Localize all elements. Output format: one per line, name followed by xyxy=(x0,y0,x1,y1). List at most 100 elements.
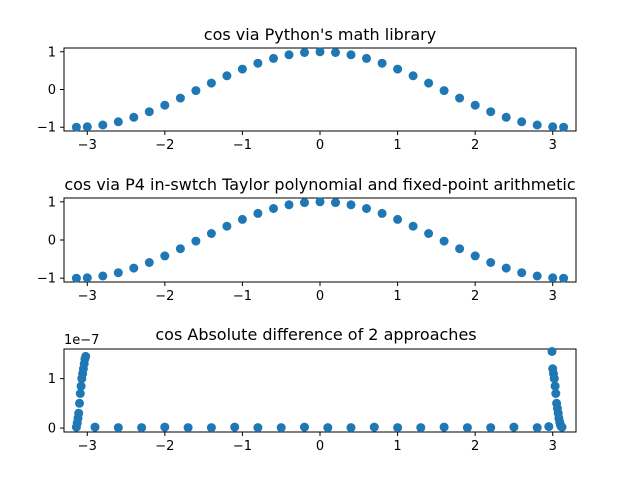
data-point xyxy=(253,423,263,433)
x-tick-label: 3 xyxy=(549,289,557,304)
x-tick-label: −2 xyxy=(155,138,174,153)
x-tick-label: −3 xyxy=(78,289,97,304)
data-point xyxy=(74,408,84,418)
data-point xyxy=(113,268,123,278)
data-point xyxy=(98,271,108,281)
data-point xyxy=(82,122,92,132)
data-point xyxy=(81,351,91,361)
x-tick-label: 1 xyxy=(393,439,401,454)
data-point xyxy=(532,271,542,281)
y-tick-label: −1 xyxy=(37,121,56,136)
data-point xyxy=(377,208,387,218)
data-point xyxy=(300,198,309,208)
subplot-3-xticks: −3 −2 −1 0 1 2 3 xyxy=(78,432,557,454)
data-point xyxy=(424,78,434,88)
data-point xyxy=(331,198,340,208)
data-point xyxy=(82,273,92,283)
data-point xyxy=(439,422,449,432)
data-point xyxy=(113,117,123,127)
x-tick-label: −3 xyxy=(78,439,97,454)
data-point xyxy=(501,112,511,122)
data-point xyxy=(300,422,309,432)
data-point xyxy=(408,221,418,231)
data-point xyxy=(160,100,170,110)
data-point xyxy=(144,258,154,267)
data-point xyxy=(408,71,418,81)
data-point xyxy=(253,208,263,218)
data-point xyxy=(548,273,558,283)
data-point xyxy=(144,107,154,117)
data-point xyxy=(160,251,170,261)
x-tick-label: 2 xyxy=(471,439,479,454)
data-point xyxy=(300,48,309,57)
data-point xyxy=(549,374,559,384)
data-point xyxy=(424,229,434,238)
x-tick-label: −1 xyxy=(233,289,252,304)
data-point xyxy=(284,200,294,210)
y-tick-label: 0 xyxy=(48,234,56,249)
data-point xyxy=(557,422,567,432)
subplot-3-offset-label: 1e−7 xyxy=(64,333,99,348)
y-tick-label: 1 xyxy=(48,195,56,210)
x-tick-label: 2 xyxy=(471,289,479,304)
data-point xyxy=(113,423,123,433)
data-point xyxy=(455,93,465,103)
subplot-2-title: cos via P4 in-swtch Taylor polynomial an… xyxy=(64,175,575,194)
data-point xyxy=(377,58,387,68)
data-point xyxy=(315,47,325,57)
data-point xyxy=(548,122,558,132)
data-point xyxy=(346,200,356,210)
x-tick-label: −2 xyxy=(155,439,174,454)
data-point xyxy=(369,422,379,432)
x-tick-label: 2 xyxy=(471,138,479,153)
data-point xyxy=(284,50,294,60)
data-point xyxy=(222,221,232,231)
subplot-1-title: cos via Python's math library xyxy=(204,25,436,44)
subplot-1-frame xyxy=(63,47,577,132)
data-point xyxy=(160,422,170,432)
data-point xyxy=(191,86,201,96)
data-point xyxy=(362,204,371,213)
data-point xyxy=(269,53,278,63)
data-point xyxy=(237,64,247,74)
y-tick-label: 1 xyxy=(48,45,56,60)
data-point xyxy=(455,244,465,254)
data-point xyxy=(230,422,240,432)
data-point xyxy=(486,258,496,267)
subplot-3: cos Absolute difference of 2 approaches … xyxy=(48,325,577,454)
data-point xyxy=(76,381,86,391)
subplot-2-xticks: −3 −2 −1 0 1 2 3 xyxy=(78,282,557,304)
data-point xyxy=(393,64,403,74)
data-point xyxy=(237,214,247,224)
data-point xyxy=(175,93,185,103)
data-point xyxy=(362,53,371,63)
data-point xyxy=(416,423,426,433)
x-tick-label: −3 xyxy=(78,138,97,153)
subplot-1-xticks: −3 −2 −1 0 1 2 3 xyxy=(78,131,557,153)
data-point xyxy=(71,273,81,283)
data-point xyxy=(551,389,561,398)
x-tick-label: −1 xyxy=(233,138,252,153)
data-point xyxy=(206,78,216,88)
data-point xyxy=(183,423,193,433)
x-tick-label: −2 xyxy=(155,289,174,304)
data-point xyxy=(137,423,147,433)
data-point xyxy=(532,423,542,433)
data-point xyxy=(191,236,201,246)
subplot-1: cos via Python's math library −3 −2 −1 0 1 2 3… xyxy=(37,25,577,153)
data-point xyxy=(393,214,403,224)
data-point xyxy=(544,422,554,432)
x-tick-label: −1 xyxy=(233,439,252,454)
x-tick-label: 0 xyxy=(316,289,324,304)
subplot-2-frame xyxy=(63,197,577,283)
x-tick-label: 1 xyxy=(393,138,401,153)
data-point xyxy=(175,244,185,254)
data-point xyxy=(346,50,356,60)
data-point xyxy=(486,423,496,433)
subplot-1-points xyxy=(71,47,569,132)
subplot-3-points xyxy=(71,347,567,433)
data-point xyxy=(323,423,333,433)
subplot-2-yticks: −1 0 1 xyxy=(37,195,64,287)
data-point xyxy=(470,251,480,261)
